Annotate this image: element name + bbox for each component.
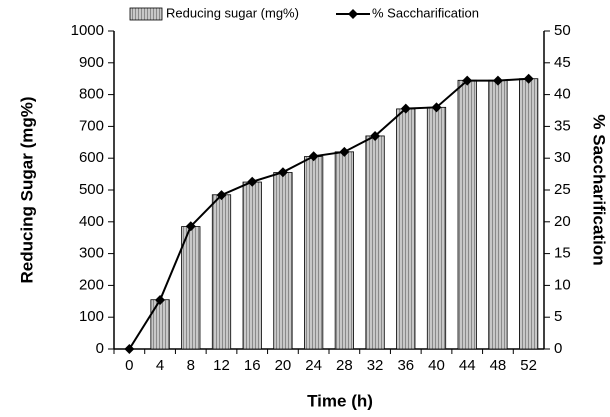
bar xyxy=(519,78,539,350)
x-tick-label: 44 xyxy=(459,357,476,374)
bar xyxy=(181,226,201,350)
y-tick-label: 700 xyxy=(79,117,104,134)
legend-label: Reducing sugar (mg%) xyxy=(166,5,299,20)
bar xyxy=(211,194,232,350)
x-tick-label: 36 xyxy=(397,357,414,374)
marker xyxy=(462,75,473,86)
x-tick-label: 16 xyxy=(244,357,261,374)
y-tick-label: 100 xyxy=(79,308,104,325)
marker xyxy=(308,151,319,162)
legend-swatch xyxy=(129,7,163,21)
bar xyxy=(488,79,508,350)
y-tick-label: 300 xyxy=(79,245,104,262)
marker xyxy=(431,102,442,113)
marker xyxy=(400,103,411,114)
x-tick-label: 0 xyxy=(125,357,133,374)
bar xyxy=(457,79,477,350)
marker xyxy=(247,176,258,187)
y-tick-label: 800 xyxy=(79,86,104,103)
bar xyxy=(150,299,170,350)
y-tick-label: 400 xyxy=(79,213,104,230)
y2-tick-label: 20 xyxy=(554,213,571,230)
y2-tick-label: 10 xyxy=(554,276,571,293)
y2-tick-label: 25 xyxy=(554,181,571,198)
y-tick-label: 1000 xyxy=(71,22,104,39)
marker xyxy=(523,73,534,84)
y2-tick-label: 15 xyxy=(554,245,571,262)
line xyxy=(128,77,529,350)
y2-tick-label: 0 xyxy=(554,340,562,357)
bar xyxy=(365,135,385,350)
legend-label: % Saccharification xyxy=(372,5,479,20)
bar xyxy=(273,172,293,350)
marker xyxy=(155,295,166,306)
marker xyxy=(370,130,381,141)
y-tick-label: 900 xyxy=(79,54,104,71)
bar xyxy=(426,106,447,350)
y2-tick-label: 40 xyxy=(554,86,571,103)
marker xyxy=(216,190,227,201)
x-tick-label: 24 xyxy=(305,357,322,374)
y-tick-label: 200 xyxy=(79,276,104,293)
x-tick-label: 32 xyxy=(367,357,384,374)
marker xyxy=(492,75,503,86)
y-axis-title: Reducing Sugar (mg%) xyxy=(17,96,36,283)
bar xyxy=(396,108,416,350)
marker xyxy=(339,146,350,157)
y-tick-label: 500 xyxy=(79,181,104,198)
y2-tick-label: 45 xyxy=(554,54,571,71)
y-tick-label: 600 xyxy=(79,149,104,166)
marker xyxy=(277,167,288,178)
x-tick-label: 4 xyxy=(156,357,164,374)
y-tick-label: 0 xyxy=(96,340,104,357)
marker xyxy=(185,221,196,232)
x-tick-label: 52 xyxy=(520,357,537,374)
x-tick-label: 40 xyxy=(428,357,445,374)
marker xyxy=(124,344,135,354)
y2-tick-label: 50 xyxy=(554,22,571,39)
x-tick-label: 12 xyxy=(213,357,230,374)
y2-tick-label: 35 xyxy=(554,117,571,134)
y2-tick-label: 5 xyxy=(554,308,562,325)
x-tick-label: 48 xyxy=(490,357,507,374)
bar xyxy=(242,181,262,350)
x-axis-title: Time (h) xyxy=(307,391,373,410)
bar xyxy=(334,151,354,350)
y2-axis-title: % Saccharification xyxy=(590,114,609,265)
bar xyxy=(304,156,324,350)
x-tick-label: 20 xyxy=(275,357,292,374)
x-tick-label: 28 xyxy=(336,357,353,374)
x-tick-label: 8 xyxy=(187,357,195,374)
y2-tick-label: 30 xyxy=(554,149,571,166)
legend-marker xyxy=(348,9,358,19)
